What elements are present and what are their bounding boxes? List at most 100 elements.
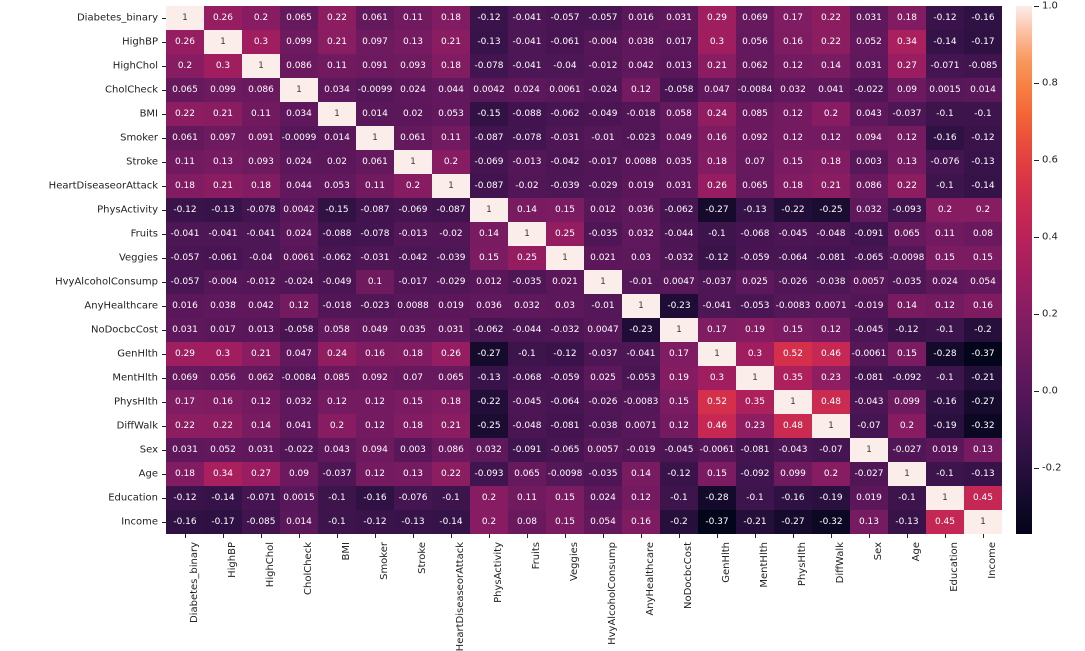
heatmap-cell: -0.035 [888, 270, 926, 294]
heatmap-cell: 0.22 [888, 174, 926, 198]
heatmap-cell: 0.019 [850, 486, 888, 510]
x-tick [223, 534, 224, 538]
heatmap-cell: 0.15 [394, 390, 432, 414]
heatmap-cell: 0.0071 [622, 414, 660, 438]
heatmap-cell: 0.3 [204, 342, 242, 366]
colorbar-tick [1034, 468, 1039, 469]
heatmap-row: 0.180.210.180.0440.0530.110.21-0.087-0.0… [166, 174, 1002, 198]
heatmap-cell: 0.23 [812, 366, 850, 390]
heatmap-cell: -0.057 [166, 246, 204, 270]
heatmap-cell: -0.13 [964, 462, 1002, 486]
heatmap-cell: 1 [166, 6, 204, 30]
heatmap-cell: 0.2 [812, 462, 850, 486]
colorbar-tick-label: 0.0 [1042, 386, 1058, 397]
heatmap-cell: -0.19 [926, 414, 964, 438]
heatmap-cell: -0.15 [470, 102, 508, 126]
heatmap-cell: 0.03 [546, 294, 584, 318]
heatmap-cell: -0.062 [318, 246, 356, 270]
x-tick [641, 534, 642, 538]
heatmap-cell: -0.048 [812, 222, 850, 246]
heatmap-cell: -0.1 [432, 486, 470, 510]
y-tick [162, 354, 166, 355]
x-axis-label: Smoker [379, 542, 390, 580]
heatmap-cell: 0.044 [280, 174, 318, 198]
heatmap-cell: 0.11 [926, 222, 964, 246]
heatmap-cell: 0.0042 [470, 78, 508, 102]
x-tick [983, 534, 984, 538]
heatmap-cell: 0.058 [318, 318, 356, 342]
heatmap-cell: 0.2 [242, 6, 280, 30]
heatmap-cell: 0.034 [280, 102, 318, 126]
heatmap-cell: -0.057 [584, 6, 622, 30]
heatmap-cell: 0.099 [204, 78, 242, 102]
colorbar-tick-label: 0.6 [1042, 155, 1058, 166]
heatmap-cell: -0.022 [850, 78, 888, 102]
heatmap-cell: 1 [318, 102, 356, 126]
x-axis-label: PhysHlth [797, 542, 808, 586]
heatmap-cell: -0.087 [432, 198, 470, 222]
heatmap-cell: -0.0098 [546, 462, 584, 486]
heatmap-cell: 0.094 [356, 438, 394, 462]
heatmap-cell: 0.29 [166, 342, 204, 366]
heatmap-cell: 0.15 [470, 246, 508, 270]
heatmap-cell: 0.14 [812, 54, 850, 78]
heatmap-cell: 0.042 [622, 54, 660, 78]
heatmap-cell: 0.0015 [280, 486, 318, 510]
heatmap-cell: 0.15 [888, 342, 926, 366]
heatmap-cell: 0.12 [926, 294, 964, 318]
heatmap-cell: 0.26 [698, 174, 736, 198]
heatmap-cell: 0.036 [622, 198, 660, 222]
heatmap-cell: -0.032 [546, 318, 584, 342]
y-tick [162, 402, 166, 403]
heatmap-cell: -0.093 [470, 462, 508, 486]
x-axis-label: Fruits [531, 542, 542, 569]
heatmap-row: 0.220.210.110.03410.0140.020.053-0.15-0.… [166, 102, 1002, 126]
heatmap-cell: 0.19 [660, 366, 698, 390]
heatmap-cell: 0.031 [660, 6, 698, 30]
heatmap-cell: 0.12 [774, 102, 812, 126]
heatmap-cell: -0.32 [964, 414, 1002, 438]
heatmap-cell: 0.13 [204, 150, 242, 174]
heatmap-cell: -0.23 [622, 318, 660, 342]
heatmap-cell: 0.032 [774, 78, 812, 102]
heatmap-cell: 0.11 [432, 126, 470, 150]
heatmap-row: 0.2610.30.0990.210.0970.130.21-0.13-0.04… [166, 30, 1002, 54]
heatmap-cell: 1 [774, 390, 812, 414]
heatmap-cell: -0.037 [698, 270, 736, 294]
heatmap-cell: 0.092 [356, 366, 394, 390]
heatmap-cell: 0.15 [546, 486, 584, 510]
heatmap-cell: -0.22 [774, 198, 812, 222]
heatmap-cell: 0.17 [166, 390, 204, 414]
heatmap-cell: 0.18 [698, 150, 736, 174]
heatmap-row: -0.12-0.14-0.0710.0015-0.1-0.16-0.076-0.… [166, 486, 1002, 510]
heatmap-cell: 0.014 [964, 78, 1002, 102]
heatmap-cell: 0.099 [888, 390, 926, 414]
heatmap-cell: -0.044 [660, 222, 698, 246]
heatmap-cell: 0.0088 [622, 150, 660, 174]
heatmap-row: 0.0690.0560.062-0.00840.0850.0920.070.06… [166, 366, 1002, 390]
heatmap-cell: -0.1 [508, 342, 546, 366]
heatmap-cell: 0.062 [736, 54, 774, 78]
heatmap-cell: 0.14 [888, 294, 926, 318]
heatmap-cell: -0.045 [774, 222, 812, 246]
heatmap-cell: 0.21 [698, 54, 736, 78]
y-tick [162, 186, 166, 187]
heatmap-cell: 0.0057 [584, 438, 622, 462]
heatmap-cell: 0.15 [546, 198, 584, 222]
heatmap-row: 0.220.220.140.0410.20.120.180.21-0.25-0.… [166, 414, 1002, 438]
heatmap-cell: 0.031 [850, 54, 888, 78]
y-axis-label: Income [0, 517, 158, 528]
heatmap-cell: 0.3 [698, 366, 736, 390]
heatmap-cell: 0.0057 [850, 270, 888, 294]
colorbar-tick [1034, 391, 1039, 392]
heatmap-cell: -0.25 [812, 198, 850, 222]
heatmap-cell: 1 [926, 486, 964, 510]
x-tick [451, 534, 452, 538]
heatmap-cell: -0.25 [470, 414, 508, 438]
heatmap-cell: -0.068 [508, 366, 546, 390]
heatmap-cell: 0.2 [926, 198, 964, 222]
y-tick [162, 426, 166, 427]
heatmap-cell: 0.13 [394, 462, 432, 486]
heatmap-cell: -0.081 [546, 414, 584, 438]
y-tick [162, 330, 166, 331]
